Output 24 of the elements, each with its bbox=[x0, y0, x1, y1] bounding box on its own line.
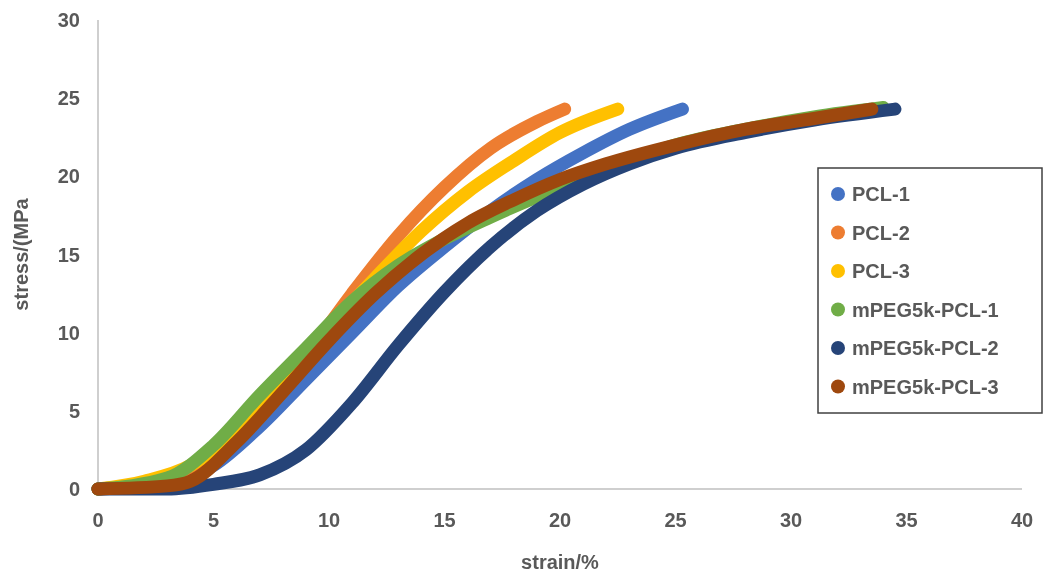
legend-label: PCL-3 bbox=[852, 260, 910, 282]
y-tick-label: 25 bbox=[57, 87, 80, 110]
x-tick-label: 35 bbox=[895, 509, 918, 531]
legend-label: PCL-1 bbox=[852, 183, 910, 205]
x-tick-label: 40 bbox=[1010, 509, 1034, 531]
y-tick-label: 5 bbox=[68, 399, 80, 422]
legend-label: mPEG5k-PCL-3 bbox=[852, 375, 999, 398]
x-tick-label: 25 bbox=[664, 509, 687, 531]
x-tick-label: 0 bbox=[92, 509, 104, 531]
x-axis-title: strain/% bbox=[521, 551, 600, 573]
y-tick-label: 15 bbox=[57, 243, 80, 266]
y-axis-title: stress/(MPa bbox=[10, 197, 32, 311]
legend-label: mPEG5k-PCL-1 bbox=[852, 298, 999, 321]
y-tick-label: 30 bbox=[57, 9, 80, 31]
x-tick-label: 5 bbox=[207, 509, 220, 531]
y-tick-label: 0 bbox=[68, 478, 80, 500]
legend-label: PCL-2 bbox=[852, 221, 910, 244]
legend-label: mPEG5k-PCL-2 bbox=[852, 337, 999, 359]
x-tick-label: 30 bbox=[779, 509, 803, 531]
y-tick-label: 10 bbox=[57, 321, 80, 344]
x-tick-label: 15 bbox=[433, 509, 456, 531]
y-tick-label: 20 bbox=[57, 165, 80, 188]
x-tick-label: 20 bbox=[548, 509, 572, 531]
x-tick-label: 10 bbox=[317, 509, 341, 531]
